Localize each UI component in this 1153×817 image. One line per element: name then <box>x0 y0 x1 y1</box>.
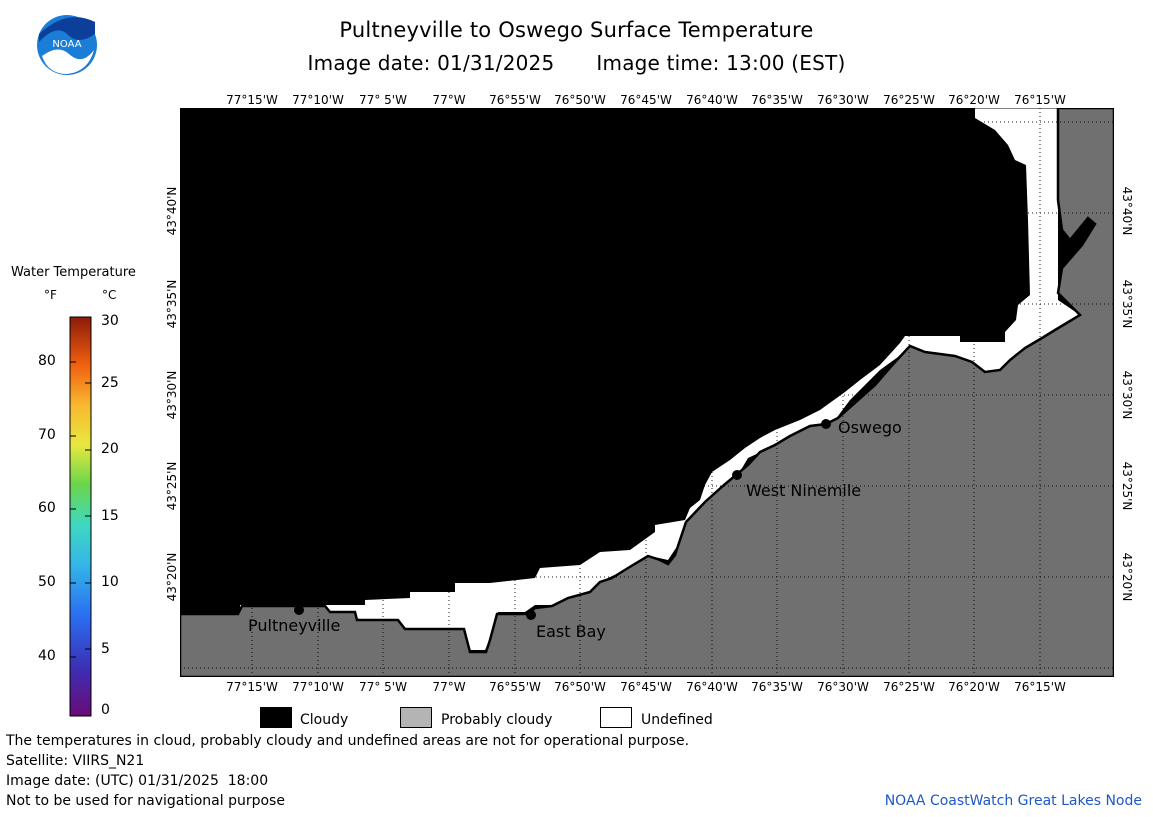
lon-label-bottom: 77°15'W <box>226 680 278 694</box>
map-title: Pultneyville to Oswego Surface Temperatu… <box>339 18 814 42</box>
lon-label-top: 77°10'W <box>292 93 344 107</box>
footer-satellite: Satellite: VIIRS_N21 <box>6 753 145 769</box>
undefined-area <box>240 108 1080 650</box>
key-label-probably-cloudy: Probably cloudy <box>441 712 553 728</box>
lon-label-bottom: 76°30'W <box>817 680 869 694</box>
lat-label-left: 43°25'N <box>165 461 179 511</box>
c-tick: 15 <box>101 508 119 524</box>
place-marker <box>732 470 742 480</box>
lon-label-bottom: 76°35'W <box>751 680 803 694</box>
f-tick: 60 <box>38 500 56 516</box>
noaa-logo-icon: NOAA <box>37 15 97 75</box>
logo-text: NOAA <box>52 39 81 50</box>
lon-label-bottom: 76°15'W <box>1014 680 1066 694</box>
colorbar-title: Water Temperature <box>11 265 136 280</box>
lat-label-left: 43°30'N <box>165 370 179 420</box>
key-swatch-probably-cloudy <box>400 707 432 728</box>
footer-disclaimer: Not to be used for navigational purpose <box>6 793 285 809</box>
lon-label-top: 76°50'W <box>554 93 606 107</box>
c-tick: 10 <box>101 574 119 590</box>
c-tick: 20 <box>101 441 119 457</box>
f-tick: 70 <box>38 427 56 443</box>
image-date: Image date: 01/31/2025 <box>307 51 555 75</box>
f-tick: 50 <box>38 574 56 590</box>
lat-label-right: 43°25'N <box>1120 461 1134 511</box>
lon-label-top: 76°45'W <box>620 93 672 107</box>
lat-label-right: 43°40'N <box>1120 186 1134 236</box>
f-tick: 40 <box>38 648 56 664</box>
lon-label-bottom: 77°W <box>432 680 466 694</box>
c-tick: 30 <box>101 313 119 329</box>
place-marker <box>526 610 536 620</box>
lon-label-bottom: 76°25'W <box>883 680 935 694</box>
place-label: West Ninemile <box>746 481 861 500</box>
c-tick: 0 <box>101 702 110 718</box>
c-tick: 5 <box>101 641 110 657</box>
key-label-cloudy: Cloudy <box>300 712 349 728</box>
place-marker <box>294 605 304 615</box>
lon-label-top: 77°W <box>432 93 466 107</box>
lat-label-right: 43°20'N <box>1120 552 1134 602</box>
lat-label-right: 43°30'N <box>1120 370 1134 420</box>
lon-label-top: 76°30'W <box>817 93 869 107</box>
lon-label-top: 76°40'W <box>686 93 738 107</box>
lon-label-bottom: 76°55'W <box>489 680 541 694</box>
lat-label-left: 43°35'N <box>165 279 179 329</box>
land-area <box>180 108 1114 677</box>
place-label: East Bay <box>536 622 606 641</box>
key-swatch-undefined <box>600 707 632 728</box>
f-tick: 80 <box>38 353 56 369</box>
lon-label-top: 77°15'W <box>226 93 278 107</box>
key-label-undefined: Undefined <box>641 712 713 728</box>
c-tick: 25 <box>101 375 119 391</box>
map-subtitle: Image date: 01/31/2025 Image time: 13:00 … <box>0 51 1153 75</box>
lon-label-bottom: 76°50'W <box>554 680 606 694</box>
image-time: Image time: 13:00 (EST) <box>596 51 846 75</box>
lon-label-top: 76°15'W <box>1014 93 1066 107</box>
lon-label-bottom: 77°10'W <box>292 680 344 694</box>
lon-label-top: 76°20'W <box>948 93 1000 107</box>
lon-label-top: 76°35'W <box>751 93 803 107</box>
map-panel: Pultneyville East Bay West Ninemile Oswe… <box>180 108 1114 677</box>
colorbar <box>69 316 92 717</box>
place-label: Oswego <box>838 418 902 437</box>
key-swatch-cloudy <box>260 707 292 728</box>
unit-f: °F <box>44 288 57 302</box>
lat-label-left: 43°20'N <box>165 552 179 602</box>
lon-label-bottom: 76°45'W <box>620 680 672 694</box>
place-label: Pultneyville <box>248 616 340 635</box>
lon-label-bottom: 76°40'W <box>686 680 738 694</box>
graticule <box>180 108 1114 677</box>
lat-label-left: 43°40'N <box>165 186 179 236</box>
lon-label-top: 76°25'W <box>883 93 935 107</box>
lon-label-bottom: 76°20'W <box>948 680 1000 694</box>
footer-utc-date: Image date: (UTC) 01/31/2025 18:00 <box>6 773 269 789</box>
footer-note: The temperatures in cloud, probably clou… <box>6 733 690 749</box>
unit-c: °C <box>102 288 117 302</box>
lon-label-bottom: 77° 5'W <box>359 680 407 694</box>
lon-label-top: 76°55'W <box>489 93 541 107</box>
lon-label-top: 77° 5'W <box>359 93 407 107</box>
lat-label-right: 43°35'N <box>1120 279 1134 329</box>
place-marker <box>821 419 831 429</box>
credit-link[interactable]: NOAA CoastWatch Great Lakes Node <box>884 793 1142 809</box>
